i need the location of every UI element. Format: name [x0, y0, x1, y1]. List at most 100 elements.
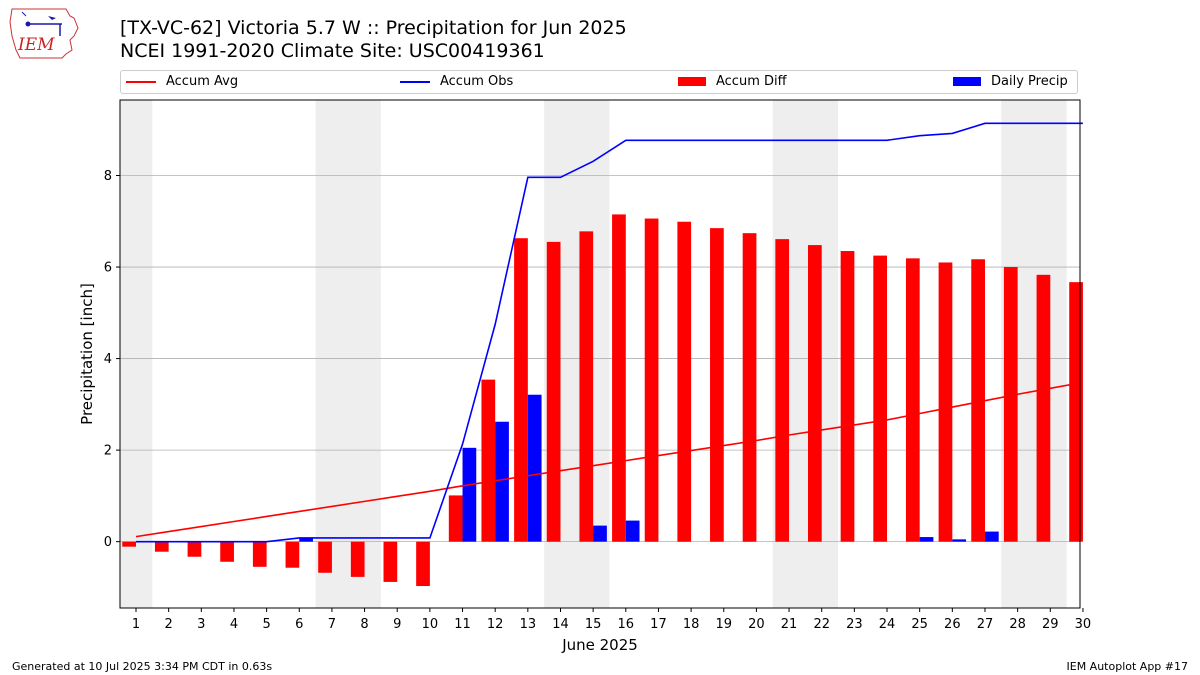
accum-diff-bar — [122, 541, 136, 547]
footer-generated-note: Generated at 10 Jul 2025 3:34 PM CDT in … — [12, 660, 273, 673]
legend-label-accum-diff: Accum Diff — [716, 74, 787, 89]
x-tick-label: 6 — [295, 617, 303, 632]
footer-app-label: IEM Autoplot App #17 — [1066, 660, 1189, 673]
y-tick-label: 8 — [104, 169, 112, 184]
legend-label-accum-avg: Accum Avg — [166, 74, 239, 89]
daily-precip-bar — [919, 537, 934, 542]
daily-precip-bar — [984, 531, 999, 542]
accum-diff-bar — [481, 379, 496, 542]
chart-subtitle: NCEI 1991-2020 Climate Site: USC00419361 — [120, 40, 545, 62]
x-tick-label: 28 — [1009, 617, 1026, 632]
accum-diff-bar — [1003, 267, 1018, 542]
y-tick-label: 0 — [104, 535, 112, 550]
accum-diff-bar — [546, 241, 561, 542]
x-tick-label: 24 — [879, 617, 896, 632]
daily-precip-bar — [462, 447, 477, 542]
x-tick-label: 14 — [552, 617, 569, 632]
plot-frame — [119, 99, 1081, 609]
x-tick-label: 25 — [911, 617, 928, 632]
x-tick-label: 15 — [585, 617, 602, 632]
daily-precip-bar — [527, 394, 542, 542]
legend-item-accum-obs: Accum Obs — [400, 74, 513, 89]
accum-diff-bar — [840, 251, 855, 542]
accum-diff-bar — [448, 495, 463, 542]
accum-obs-line — [136, 122, 1083, 543]
x-tick-label: 1 — [132, 617, 140, 632]
daily-precip-bar — [625, 520, 640, 542]
iem-logo-graphic: IEM — [9, 8, 79, 59]
x-axis-label: June 2025 — [561, 636, 638, 654]
accum-diff-bar — [318, 541, 332, 573]
x-tick-label: 13 — [520, 617, 537, 632]
x-tick-label: 23 — [846, 617, 863, 632]
accum-diff-bar — [220, 541, 234, 562]
x-tick-label: 10 — [422, 617, 439, 632]
x-tick-label: 3 — [197, 617, 205, 632]
accum-diff-bar — [154, 541, 169, 552]
daily-precip-bar — [495, 421, 509, 542]
legend-item-accum-avg: Accum Avg — [126, 74, 238, 89]
accum-diff-bar — [710, 228, 724, 542]
y-tick-label: 6 — [104, 261, 112, 276]
x-tick-label: 7 — [328, 617, 336, 632]
x-tick-label: 27 — [977, 617, 994, 632]
x-tick-label: 12 — [487, 617, 504, 632]
legend-swatch-accum-diff — [678, 77, 706, 86]
daily-precip-bar — [299, 537, 313, 542]
x-tick-label: 16 — [618, 617, 635, 632]
x-tick-label: 8 — [360, 617, 368, 632]
accum-diff-bar — [416, 541, 430, 587]
x-tick-label: 29 — [1042, 617, 1059, 632]
accum-diff-bar — [808, 245, 822, 542]
chart-title: [TX-VC-62] Victoria 5.7 W :: Precipitati… — [120, 17, 627, 39]
accum-diff-bar — [514, 238, 528, 542]
legend-swatch-accum-avg — [126, 80, 156, 83]
x-tick-label: 19 — [715, 617, 732, 632]
logo-text: IEM — [17, 35, 55, 55]
weekend-shade — [315, 100, 381, 608]
x-tick-label: 2 — [165, 617, 173, 632]
x-tick-label: 20 — [748, 617, 765, 632]
x-tick-label: 5 — [262, 617, 270, 632]
y-tick-label: 4 — [104, 352, 112, 367]
x-tick-label: 18 — [683, 617, 700, 632]
x-tick-label: 9 — [393, 617, 401, 632]
legend-label-daily-precip: Daily Precip — [991, 74, 1068, 89]
accum-diff-bar — [350, 541, 365, 577]
legend-item-accum-diff: Accum Diff — [678, 74, 787, 89]
x-tick-label: 22 — [813, 617, 830, 632]
accum-avg-line — [135, 381, 1084, 538]
accum-diff-bar — [285, 541, 300, 568]
accum-diff-bar — [383, 541, 398, 582]
daily-precip-bar — [593, 525, 607, 542]
y-axis-label: Precipitation [inch] — [78, 283, 96, 425]
x-tick-label: 4 — [230, 617, 238, 632]
accum-diff-bar — [187, 541, 202, 557]
accum-diff-bar — [938, 262, 953, 542]
accum-diff-bar — [252, 541, 267, 567]
accum-diff-bar — [677, 221, 692, 542]
daily-precip-bar — [952, 539, 967, 542]
legend-label-accum-obs: Accum Obs — [440, 74, 514, 89]
accum-diff-bar — [971, 259, 985, 542]
x-tick-label: 21 — [781, 617, 798, 632]
accum-diff-bar — [775, 239, 790, 542]
accum-diff-bar — [579, 231, 594, 542]
accum-diff-bar — [1069, 282, 1083, 542]
legend-swatch-accum-obs — [400, 80, 430, 83]
x-tick-label: 11 — [454, 617, 471, 632]
accum-diff-bar — [1036, 274, 1051, 542]
accum-diff-bar — [644, 218, 659, 542]
accum-diff-bar — [905, 258, 920, 542]
x-tick-label: 26 — [944, 617, 961, 632]
legend: Accum Avg Accum Obs Accum Diff Daily Pre… — [120, 70, 1078, 94]
x-tick-label: 30 — [1075, 617, 1092, 632]
y-tick-label: 2 — [104, 444, 112, 459]
legend-swatch-daily-precip — [953, 77, 981, 86]
accum-diff-bar — [612, 214, 626, 542]
x-tick-label: 17 — [650, 617, 667, 632]
accum-diff-bar — [742, 233, 757, 542]
iem-logo: IEM — [8, 6, 80, 60]
weekend-shade — [120, 100, 153, 608]
